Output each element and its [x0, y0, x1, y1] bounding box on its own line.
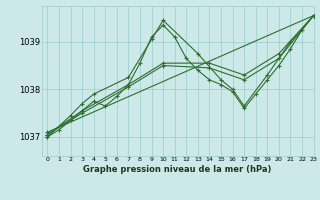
X-axis label: Graphe pression niveau de la mer (hPa): Graphe pression niveau de la mer (hPa) — [84, 165, 272, 174]
